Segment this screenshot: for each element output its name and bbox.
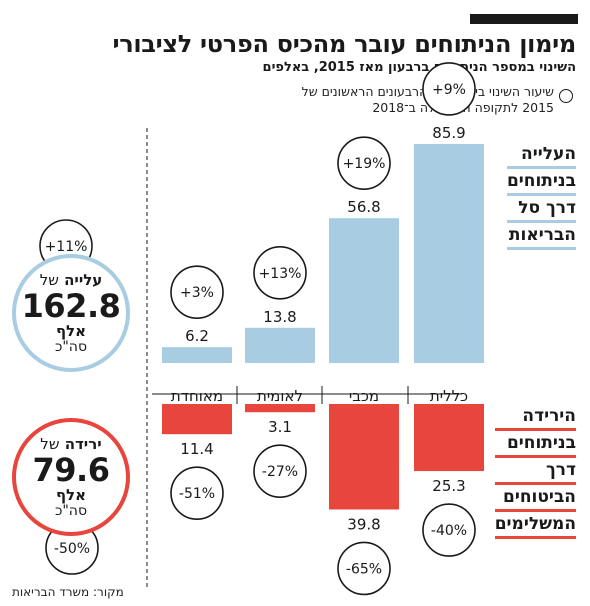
bar-decrease-value: 39.8 — [347, 515, 380, 533]
total-decrease-circle: ירידה של 79.6 אלף סה"כ — [12, 418, 130, 536]
bar-decrease-value: 3.1 — [268, 418, 292, 436]
bar-decrease — [245, 404, 315, 413]
bar-decrease-value: 11.4 — [180, 440, 213, 458]
pct-increase-circle-label: +9% — [432, 82, 466, 98]
total-increase-of: של — [39, 271, 59, 289]
bar-increase — [162, 347, 232, 363]
bar-increase-value: 13.8 — [263, 308, 296, 326]
total-increase-unit: אלף — [55, 322, 87, 340]
side-label-increase-line: העלייה — [506, 142, 576, 169]
bar-decrease — [329, 404, 399, 510]
side-label-decrease-line: הביטוחים — [494, 485, 576, 512]
side-label-decrease-line: הירידה — [494, 404, 576, 431]
pct-increase-circle — [170, 265, 224, 319]
bar-decrease-value: 25.3 — [432, 477, 465, 495]
pct-decrease-circle — [170, 466, 224, 521]
category-label: מכבי — [349, 387, 379, 405]
pct-increase-circle — [253, 246, 307, 300]
pct-decrease-circle — [253, 444, 307, 499]
side-label-decrease: הירידה בניתוחים דרך הביטוחים המשלימים — [494, 404, 576, 539]
bar-decrease — [162, 404, 232, 435]
bar-increase — [414, 143, 484, 363]
pct-increase-circle — [337, 136, 391, 190]
side-label-decrease-line: בניתוחים — [494, 431, 576, 458]
total-decrease-value: 79.6 — [32, 451, 110, 489]
side-label-increase-line: הבריאות — [506, 223, 576, 250]
category-label: לאומית — [257, 387, 303, 405]
pct-decrease-circle-label: -51% — [179, 486, 215, 502]
pct-increase-circle-label: +3% — [180, 285, 214, 301]
side-label-increase-line: דרך סל — [506, 196, 576, 223]
category-label: כללית — [430, 387, 468, 405]
pct-decrease-circle-label: -40% — [431, 523, 467, 539]
pct-increase-circle-label: +13% — [259, 266, 302, 282]
side-label-increase-line: בניתוחים — [506, 169, 576, 196]
total-increase-word: עלייה — [64, 271, 103, 289]
total-decrease-word: ירידה — [64, 435, 102, 453]
pct-decrease-circle-label: -65% — [346, 561, 382, 577]
bar-increase-value: 6.2 — [185, 327, 209, 345]
category-label: מאוחדת — [171, 387, 223, 405]
pct-increase-circle — [422, 62, 476, 116]
bar-increase-value: 85.9 — [432, 124, 465, 142]
pct-decrease-circle — [337, 541, 391, 596]
total-increase-pct-circle-label: +11% — [45, 239, 88, 255]
total-increase-circle: עלייה של 162.8 אלף סה"כ — [12, 254, 130, 372]
side-label-decrease-line: דרך — [494, 458, 576, 485]
total-increase-value: 162.8 — [21, 287, 121, 325]
pct-decrease-circle — [422, 503, 476, 557]
legend-circle-icon — [559, 89, 573, 103]
chart-subtitle: השינוי במספר הניתוחים ברבעון מאז 2015, ב… — [262, 60, 576, 75]
pct-increase-circle-label: +19% — [343, 156, 386, 172]
chart-marks: כללית 85.9 +9% 25.3 -40% מכבי 56.8 +19% 39.8 -65%… — [39, 62, 484, 596]
side-label-increase: העלייה בניתוחים דרך סל הבריאות — [506, 142, 576, 250]
total-decrease-sum-label: סה"כ — [54, 503, 88, 519]
bar-decrease — [414, 404, 484, 472]
total-decrease-unit: אלף — [55, 486, 87, 504]
total-increase-sum-label: סה"כ — [54, 339, 88, 355]
pct-decrease-circle-label: -27% — [262, 464, 298, 480]
bar-increase — [245, 327, 315, 363]
top-accent-bar — [470, 14, 578, 24]
side-label-decrease-line: המשלימים — [494, 512, 576, 539]
total-decrease-pct-circle-label: -50% — [54, 541, 90, 557]
bar-increase-value: 56.8 — [347, 198, 380, 216]
bar-increase — [329, 218, 399, 363]
chart-title: מימון הניתוחים עובר מהכיס הפרטי לציבורי — [112, 30, 576, 58]
total-decrease-of: של — [40, 435, 60, 453]
source-note: מקור: משרד הבריאות — [12, 585, 124, 599]
